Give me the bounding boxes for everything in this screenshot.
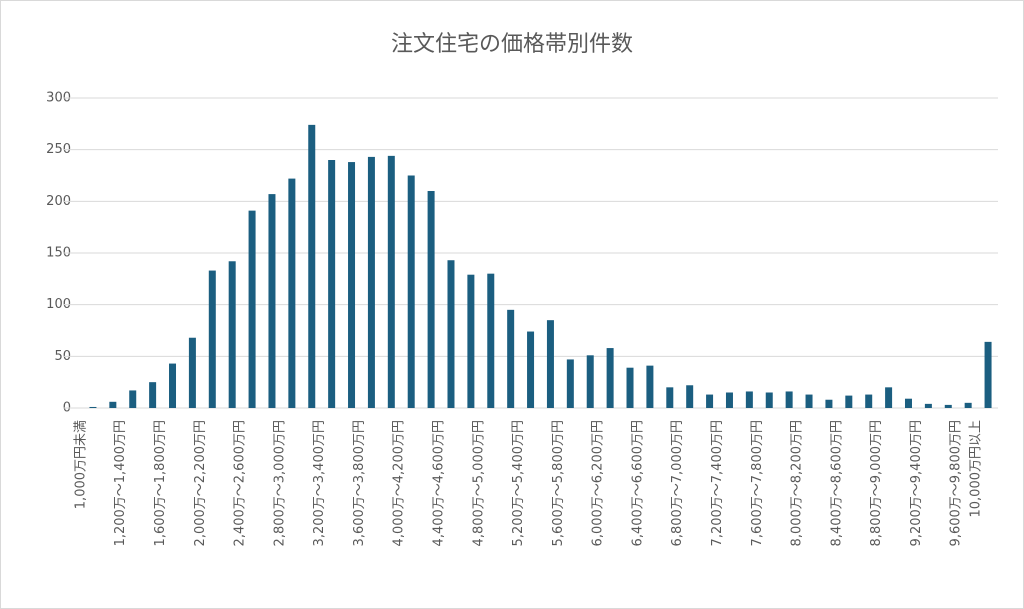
bar <box>507 309 515 408</box>
x-tick-label: 4,400万～4,600万円 <box>431 420 446 546</box>
bar <box>149 382 157 408</box>
bar <box>546 320 554 408</box>
x-tick-label: 7,200万～7,400万円 <box>710 420 725 546</box>
bar <box>805 394 813 408</box>
bar <box>328 160 336 408</box>
x-tick-label: 4,000万～4,200万円 <box>392 420 407 546</box>
x-tick-label: 9,600万～9,800万円 <box>949 420 964 546</box>
x-tick-label: 1,000万円未満 <box>73 420 88 509</box>
bar <box>407 175 415 408</box>
x-tick-label: 6,800万～7,000万円 <box>670 420 685 546</box>
bar <box>288 178 296 408</box>
bar <box>586 355 594 408</box>
bar <box>785 391 793 408</box>
bar <box>248 210 256 408</box>
bar <box>527 331 535 408</box>
bar <box>169 363 177 408</box>
x-tick-label: 6,000万～6,200万円 <box>591 420 606 546</box>
x-tick-label: 3,600万～3,800万円 <box>352 420 367 546</box>
x-tick-label: 3,200万～3,400万円 <box>312 420 327 546</box>
bar <box>129 390 137 408</box>
y-tick-label: 100 <box>46 297 71 312</box>
bar <box>706 394 714 408</box>
x-tick-label: 2,400万～2,600万円 <box>233 420 248 546</box>
x-tick-label: 8,800万～9,000万円 <box>869 420 884 546</box>
bar <box>825 399 833 408</box>
bar <box>924 403 932 408</box>
bar <box>487 273 495 408</box>
bar <box>904 398 912 408</box>
bar <box>467 274 475 408</box>
y-tick-label: 50 <box>54 349 71 364</box>
bar <box>268 194 276 408</box>
bar <box>666 387 674 408</box>
x-tick-label: 2,800万～3,000万円 <box>272 420 287 546</box>
bar <box>188 337 196 408</box>
bar <box>308 124 316 408</box>
bar <box>208 270 216 408</box>
x-tick-label: 5,600万～5,800万円 <box>551 420 566 546</box>
x-tick-label: 7,600万～7,800万円 <box>750 420 765 546</box>
bar <box>686 385 694 408</box>
bar <box>725 392 733 408</box>
bar <box>387 155 395 408</box>
x-tick-label: 9,200万～9,400万円 <box>909 420 924 546</box>
x-tick-label: 5,200万～5,400万円 <box>511 420 526 546</box>
bar <box>964 402 972 408</box>
bar <box>944 404 952 408</box>
y-tick-label: 150 <box>46 246 71 261</box>
bar <box>626 367 634 408</box>
bar <box>447 260 455 408</box>
bar <box>566 359 574 408</box>
x-tick-label: 1,200万～1,400万円 <box>113 420 128 546</box>
bar <box>348 162 356 408</box>
x-tick-label: 8,400万～8,600万円 <box>829 420 844 546</box>
x-tick-label: 10,000万円以上 <box>969 420 984 518</box>
chart-title: 注文住宅の価格帯別件数 <box>391 32 633 57</box>
y-tick-label: 300 <box>46 91 71 106</box>
bar <box>885 387 893 408</box>
bar <box>606 348 614 408</box>
bar <box>845 395 853 408</box>
bar <box>427 191 435 408</box>
x-tick-label: 4,800万～5,000万円 <box>471 420 486 546</box>
y-tick-label: 200 <box>46 194 71 209</box>
bar <box>865 394 873 408</box>
bar <box>984 341 992 408</box>
bar <box>109 401 117 408</box>
bar <box>745 391 753 408</box>
x-tick-label: 1,600万～1,800万円 <box>153 420 168 546</box>
x-tick-label: 8,000万～8,200万円 <box>790 420 805 546</box>
y-tick-label: 250 <box>46 142 71 157</box>
x-tick-label: 6,400万～6,600万円 <box>630 420 645 546</box>
bar <box>646 365 654 408</box>
bar <box>89 406 97 408</box>
bar <box>367 156 375 408</box>
bar <box>765 392 773 408</box>
bar <box>228 261 236 408</box>
x-tick-label: 2,000万～2,200万円 <box>193 420 208 546</box>
